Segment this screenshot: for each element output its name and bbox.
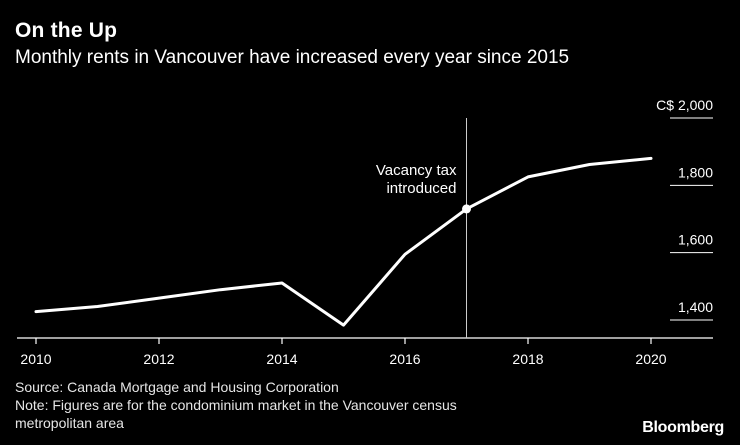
annotation-text-line-2: introduced (386, 180, 456, 197)
annotation-marker (462, 204, 471, 214)
bloomberg-logo: Bloomberg (642, 419, 724, 436)
annotation-text-line-1: Vacancy tax (376, 162, 457, 179)
data-point-2020 (650, 157, 653, 160)
x-tick-label-2010: 2010 (20, 351, 51, 367)
data-point-2015 (342, 324, 345, 327)
data-point-2012 (158, 297, 161, 300)
data-point-2014 (281, 281, 284, 284)
y-tick-label-2000: C$ 2,000 (656, 97, 713, 113)
x-tick-label-2020: 2020 (635, 351, 666, 367)
chart-footer: Source: Canada Mortgage and Housing Corp… (15, 378, 457, 432)
x-tick-label-2012: 2012 (143, 351, 174, 367)
data-point-2013 (219, 288, 222, 291)
y-tick-label-1600: 1,600 (678, 232, 713, 248)
footnote-line-2: metropolitan area (15, 415, 124, 431)
data-point-2019 (588, 163, 591, 166)
footnote-line-1: Note: Figures are for the condominium ma… (15, 397, 457, 413)
data-point-2018 (527, 175, 530, 178)
rent-series-line (34, 156, 653, 327)
data-point-2011 (96, 305, 99, 308)
y-tick-label-1400: 1,400 (678, 299, 713, 315)
data-point-2010 (35, 310, 38, 313)
data-point-2016 (404, 253, 407, 256)
chart-subtitle: Monthly rents in Vancouver have increase… (15, 47, 570, 68)
y-tick-label-1800: 1,800 (678, 164, 713, 180)
chart-title: On the Up (15, 19, 118, 42)
x-tick-label-2016: 2016 (389, 351, 420, 367)
x-tick-label-2018: 2018 (512, 351, 543, 367)
source-note: Source: Canada Mortgage and Housing Corp… (15, 379, 339, 395)
x-tick-label-2014: 2014 (266, 351, 297, 367)
